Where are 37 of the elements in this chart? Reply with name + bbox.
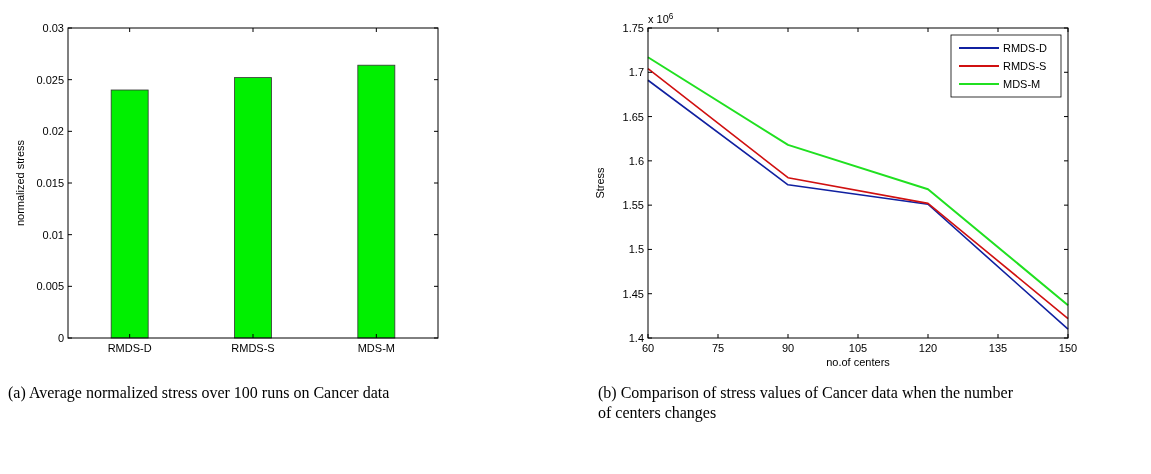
y-tick-label: 1.4: [628, 332, 644, 344]
x-tick-label: 135: [988, 342, 1008, 354]
x-tick-label: 120: [918, 342, 938, 354]
y-tick-label: 1.65: [622, 110, 644, 123]
x-tick-label: 105: [848, 342, 868, 354]
y-tick-label: 1.6: [628, 154, 644, 167]
y-tick-label: 0.01: [42, 228, 64, 241]
y-tick-label: 0.025: [36, 73, 64, 86]
legend-label: RMDS-S: [1003, 60, 1047, 72]
y-axis-title: Stress: [594, 166, 606, 199]
y-tick-label: 1.5: [628, 243, 644, 256]
y-tick-label: 1.7: [628, 66, 644, 79]
y-tick-label: 0: [57, 332, 64, 344]
y-tick-label: 0.005: [36, 280, 64, 293]
x-axis-title: no.of centers: [826, 356, 891, 368]
text: (a) Average normalized stress over 100 runs on Cancer data: [8, 384, 390, 402]
y-tick-label: 0.02: [42, 125, 64, 138]
y-tick-label: 1.55: [622, 199, 644, 212]
x-tick-label: 90: [781, 342, 795, 354]
x-tick-label: RMDS-D: [107, 342, 152, 354]
bar: [234, 77, 272, 339]
x-tick-label: MDS-M: [357, 342, 395, 354]
y-axis-title: normalized stress: [14, 139, 26, 227]
y-tick-label: 1.45: [622, 287, 644, 300]
x-tick-label: 150: [1058, 342, 1078, 354]
text: x 10$^{6}$: [648, 11, 674, 25]
y-tick-label: 1.75: [622, 22, 644, 34]
bar: [110, 89, 149, 339]
x-tick-label: RMDS-S: [231, 342, 275, 354]
x-tick-label: 75: [711, 342, 725, 354]
y-tick-label: 0.03: [42, 22, 64, 34]
legend-label: MDS-M: [1003, 78, 1041, 90]
bar: [357, 64, 396, 339]
legend-label: RMDS-D: [1003, 42, 1048, 54]
y-tick-label: 0.015: [36, 177, 64, 189]
x-tick-label: 60: [641, 342, 655, 354]
text: (b) Comparison of stress values of Cancer data when the number of centers changes: [598, 384, 1014, 422]
